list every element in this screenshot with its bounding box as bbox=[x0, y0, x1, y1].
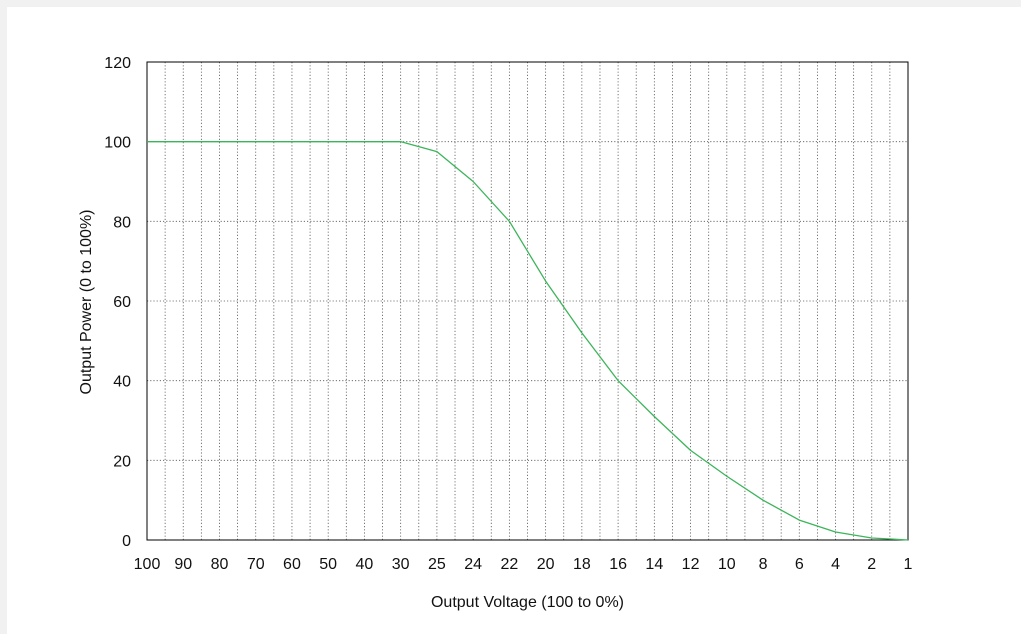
y-axis-tick-labels: 0 20 40 60 80 100 120 bbox=[104, 55, 131, 550]
plot-area-frame bbox=[146, 61, 909, 541]
x-tick-label: 22 bbox=[500, 556, 518, 573]
x-tick-label: 90 bbox=[174, 556, 192, 573]
y-tick-label: 120 bbox=[104, 55, 131, 72]
series-line bbox=[147, 141, 909, 541]
x-tick-label: 40 bbox=[356, 556, 374, 573]
x-tick-label: 10 bbox=[718, 556, 736, 573]
x-axis-tick-labels: 100 90 80 70 60 50 40 30 25 24 22 20 18 16 14 12 10 8 6 4 2 1 bbox=[134, 556, 913, 573]
y-tick-label: 60 bbox=[113, 294, 131, 311]
x-axis-title: Output Voltage (100 to 0%) bbox=[431, 594, 624, 611]
x-tick-label: 1 bbox=[904, 556, 913, 573]
x-tick-label: 30 bbox=[392, 556, 410, 573]
y-tick-label: 80 bbox=[113, 214, 131, 231]
x-tick-label: 16 bbox=[609, 556, 627, 573]
y-axis-title: Output Power (0 to 100%) bbox=[78, 210, 95, 395]
x-tick-label: 14 bbox=[645, 556, 663, 573]
x-tick-label: 25 bbox=[428, 556, 446, 573]
x-tick-label: 50 bbox=[319, 556, 337, 573]
x-tick-label: 12 bbox=[682, 556, 700, 573]
x-tick-label: 80 bbox=[211, 556, 229, 573]
y-tick-label: 100 bbox=[104, 135, 131, 152]
x-tick-label: 4 bbox=[831, 556, 840, 573]
x-tick-label: 2 bbox=[867, 556, 876, 573]
y-tick-label: 20 bbox=[113, 453, 131, 470]
x-tick-label: 20 bbox=[537, 556, 555, 573]
x-tick-label: 6 bbox=[795, 556, 804, 573]
series-layer bbox=[147, 141, 909, 541]
x-tick-label: 24 bbox=[464, 556, 482, 573]
x-tick-label: 100 bbox=[134, 556, 161, 573]
x-tick-label: 60 bbox=[283, 556, 301, 573]
x-tick-label: 8 bbox=[759, 556, 768, 573]
grid-lines bbox=[147, 62, 908, 540]
x-tick-label: 18 bbox=[573, 556, 591, 573]
chart-card bbox=[7, 7, 1021, 634]
y-tick-label: 0 bbox=[122, 533, 131, 550]
y-tick-label: 40 bbox=[113, 374, 131, 391]
x-tick-label: 70 bbox=[247, 556, 265, 573]
